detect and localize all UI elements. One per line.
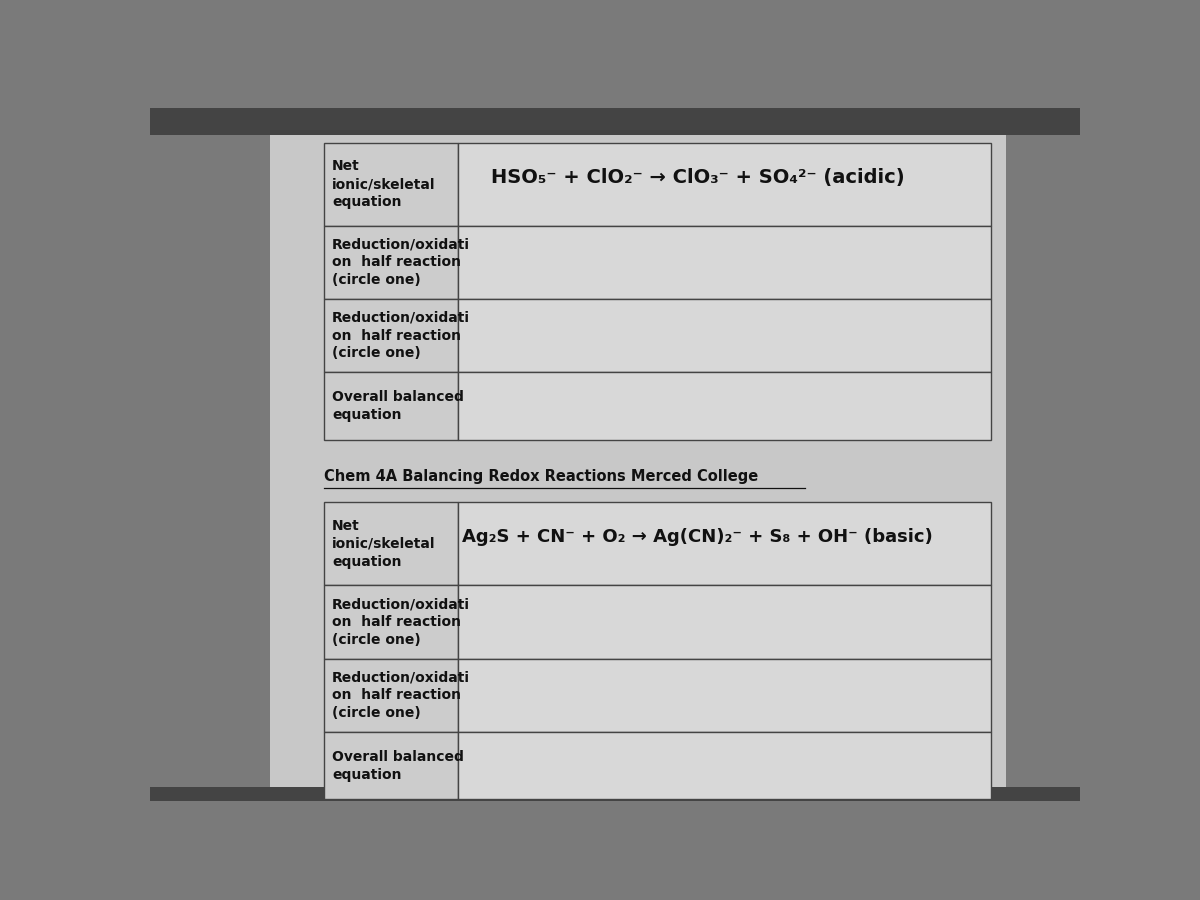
Text: Reduction/oxidati
on  half reaction
(circle one): Reduction/oxidati on half reaction (circ… bbox=[332, 597, 470, 647]
Text: Net
ionic/skeletal
equation: Net ionic/skeletal equation bbox=[332, 159, 436, 209]
Bar bbox=[324, 142, 457, 226]
Bar bbox=[270, 135, 1007, 788]
Text: Overall balanced
equation: Overall balanced equation bbox=[332, 390, 464, 422]
Text: Reduction/oxidati
on  half reaction
(circle one): Reduction/oxidati on half reaction (circ… bbox=[332, 670, 470, 720]
Bar bbox=[324, 299, 457, 372]
Text: Overall balanced
equation: Overall balanced equation bbox=[332, 750, 464, 781]
Bar bbox=[324, 372, 457, 440]
Text: Net
ionic/skeletal
equation: Net ionic/skeletal equation bbox=[332, 519, 436, 569]
Text: Reduction/oxidati
on  half reaction
(circle one): Reduction/oxidati on half reaction (circ… bbox=[332, 238, 470, 287]
Bar bbox=[457, 142, 991, 226]
Bar bbox=[324, 226, 457, 299]
Bar bbox=[324, 732, 457, 799]
Bar bbox=[457, 226, 991, 299]
Bar bbox=[457, 585, 991, 659]
Bar bbox=[457, 372, 991, 440]
Bar bbox=[457, 502, 991, 585]
Bar bbox=[457, 659, 991, 732]
Bar bbox=[150, 788, 1080, 801]
Text: Ag₂S + CN⁻ + O₂ → Ag(CN)₂⁻ + S₈ + OH⁻ (basic): Ag₂S + CN⁻ + O₂ → Ag(CN)₂⁻ + S₈ + OH⁻ (b… bbox=[462, 528, 932, 546]
Bar bbox=[457, 732, 991, 799]
Bar bbox=[324, 585, 457, 659]
Bar bbox=[324, 502, 457, 585]
Bar bbox=[457, 299, 991, 372]
Text: Chem 4A Balancing Redox Reactions Merced College: Chem 4A Balancing Redox Reactions Merced… bbox=[324, 469, 758, 484]
Text: HSO₅⁻ + ClO₂⁻ → ClO₃⁻ + SO₄²⁻ (acidic): HSO₅⁻ + ClO₂⁻ → ClO₃⁻ + SO₄²⁻ (acidic) bbox=[491, 168, 905, 187]
Text: Reduction/oxidati
on  half reaction
(circle one): Reduction/oxidati on half reaction (circ… bbox=[332, 310, 470, 360]
Bar bbox=[150, 108, 1080, 135]
Bar bbox=[324, 659, 457, 732]
